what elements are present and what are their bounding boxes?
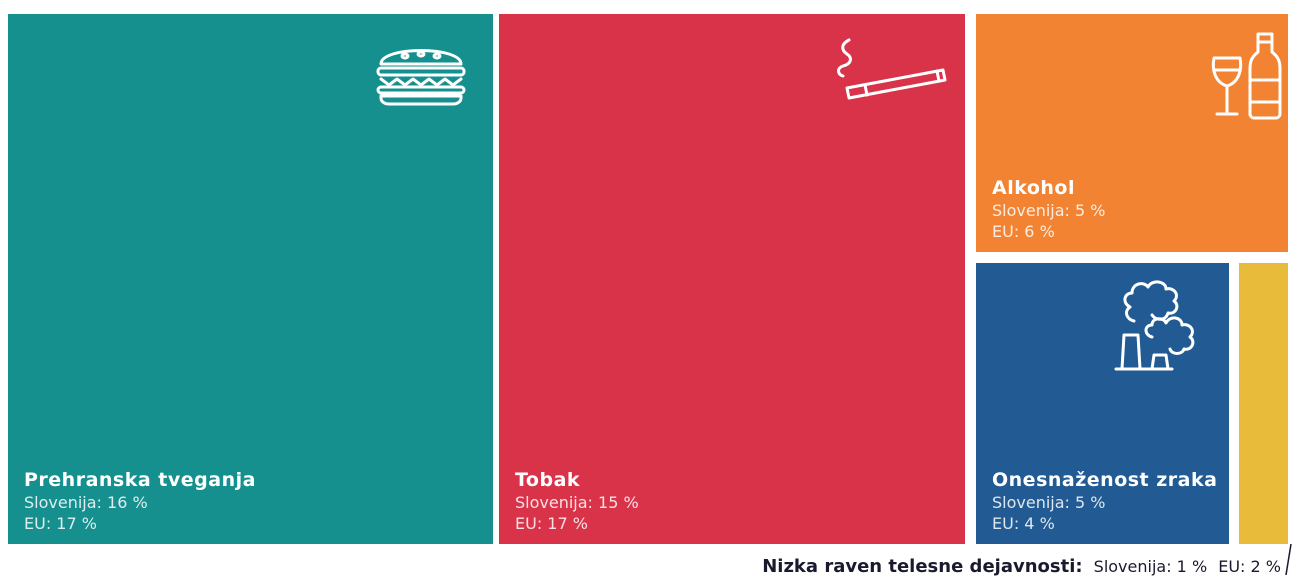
series-name: Onesnaženost zraka — [992, 469, 1218, 491]
tile-tobacco: Tobak Slovenija: 15 % EU: 17 % — [499, 14, 965, 544]
factory-smoke-icon — [1112, 275, 1212, 371]
eu-value: EU: 17 % — [515, 514, 588, 533]
slovenia-value: Slovenija: 5 % — [992, 201, 1106, 220]
series-name: Alkohol — [992, 177, 1075, 199]
tile-dietary-risks: Prehranska tveganja Slovenija: 16 % EU: … — [8, 14, 493, 544]
tile-label: Tobak Slovenija: 15 % EU: 17 % — [515, 469, 639, 534]
slovenia-value: Slovenija: 1 % — [1093, 557, 1208, 576]
slovenia-value: Slovenija: 16 % — [24, 493, 148, 512]
tile-air-pollution: Onesnaženost zraka Slovenija: 5 % EU: 4 … — [976, 263, 1229, 544]
eu-value: EU: 2 % — [1218, 557, 1281, 576]
tile-label: Onesnaženost zraka Slovenija: 5 % EU: 4 … — [992, 469, 1222, 534]
tile-alcohol: Alkohol Slovenija: 5 % EU: 6 % — [976, 14, 1288, 252]
tile-physical-inactivity — [1239, 263, 1288, 544]
series-name: Prehranska tveganja — [24, 469, 256, 491]
slovenia-value: Slovenija: 5 % — [992, 493, 1106, 512]
series-name: Nizka raven telesne dejavnosti: — [762, 556, 1083, 577]
wine-bottle-icon — [1210, 30, 1282, 122]
burger-icon — [375, 40, 467, 106]
eu-value: EU: 4 % — [992, 514, 1055, 533]
series-name: Tobak — [515, 469, 581, 491]
slovenia-value: Slovenija: 15 % — [515, 493, 639, 512]
eu-value: EU: 17 % — [24, 514, 97, 533]
tile-label: Alkohol Slovenija: 5 % EU: 6 % — [992, 177, 1105, 242]
tile-label: Prehranska tveganja Slovenija: 16 % EU: … — [24, 469, 256, 534]
eu-value: EU: 6 % — [992, 222, 1055, 241]
footnote-physical-inactivity: Nizka raven telesne dejavnosti: Slovenij… — [762, 556, 1281, 577]
cigarette-icon — [833, 36, 953, 108]
leader-line — [1285, 544, 1292, 576]
